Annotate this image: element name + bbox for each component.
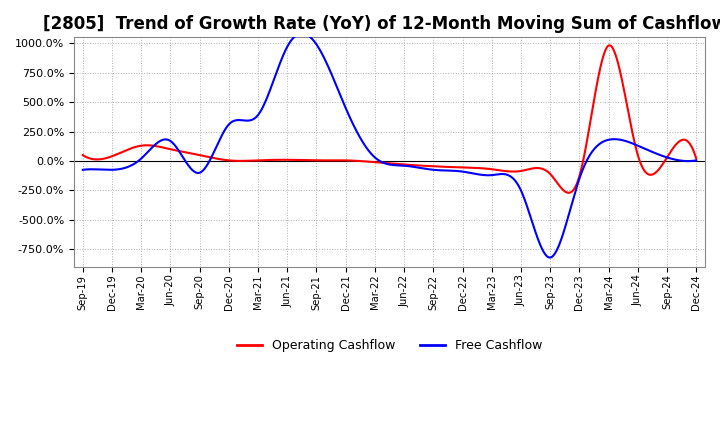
Legend: Operating Cashflow, Free Cashflow: Operating Cashflow, Free Cashflow [232, 334, 547, 357]
Title: [2805]  Trend of Growth Rate (YoY) of 12-Month Moving Sum of Cashflows: [2805] Trend of Growth Rate (YoY) of 12-… [42, 15, 720, 33]
